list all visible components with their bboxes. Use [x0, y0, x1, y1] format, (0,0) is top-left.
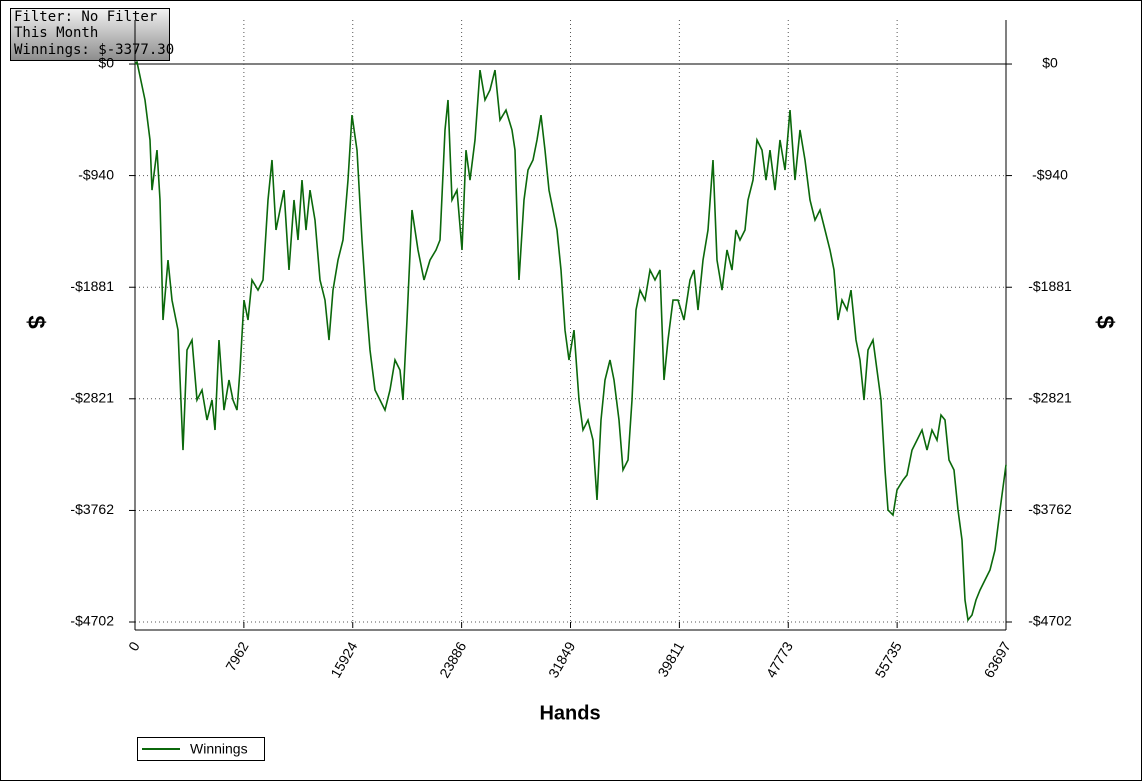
info-box: Filter: No Filter This Month Winnings: $…: [10, 8, 174, 61]
legend-label: Winnings: [190, 741, 248, 757]
y2-tick-label: $0: [1042, 55, 1058, 71]
y-axis-label: $: [23, 315, 50, 329]
legend-box: [137, 737, 265, 761]
info-period: This Month: [14, 25, 98, 41]
y-tick-label: -$3762: [70, 501, 114, 517]
y2-tick-label: -$1881: [1028, 278, 1072, 294]
info-winnings: Winnings: $-3377.30: [14, 42, 174, 58]
y-tick-label: -$940: [78, 166, 114, 182]
x-axis-label: Hands: [539, 702, 600, 724]
y2-tick-label: -$2821: [1028, 389, 1072, 405]
info-background: [10, 8, 170, 61]
series-line: [134, 60, 1007, 622]
y-tick-label: -$4702: [70, 613, 114, 629]
y-tick-label: -$1881: [70, 278, 114, 294]
info-filter: Filter: No Filter: [14, 9, 157, 25]
y-tick-label: $0: [98, 55, 114, 71]
y2-tick-label: -$4702: [1028, 613, 1072, 629]
y2-axis-label: $: [1092, 315, 1119, 329]
y-tick-label: -$2821: [70, 389, 114, 405]
y2-tick-label: -$940: [1032, 166, 1068, 182]
y2-tick-label: -$3762: [1028, 501, 1072, 517]
